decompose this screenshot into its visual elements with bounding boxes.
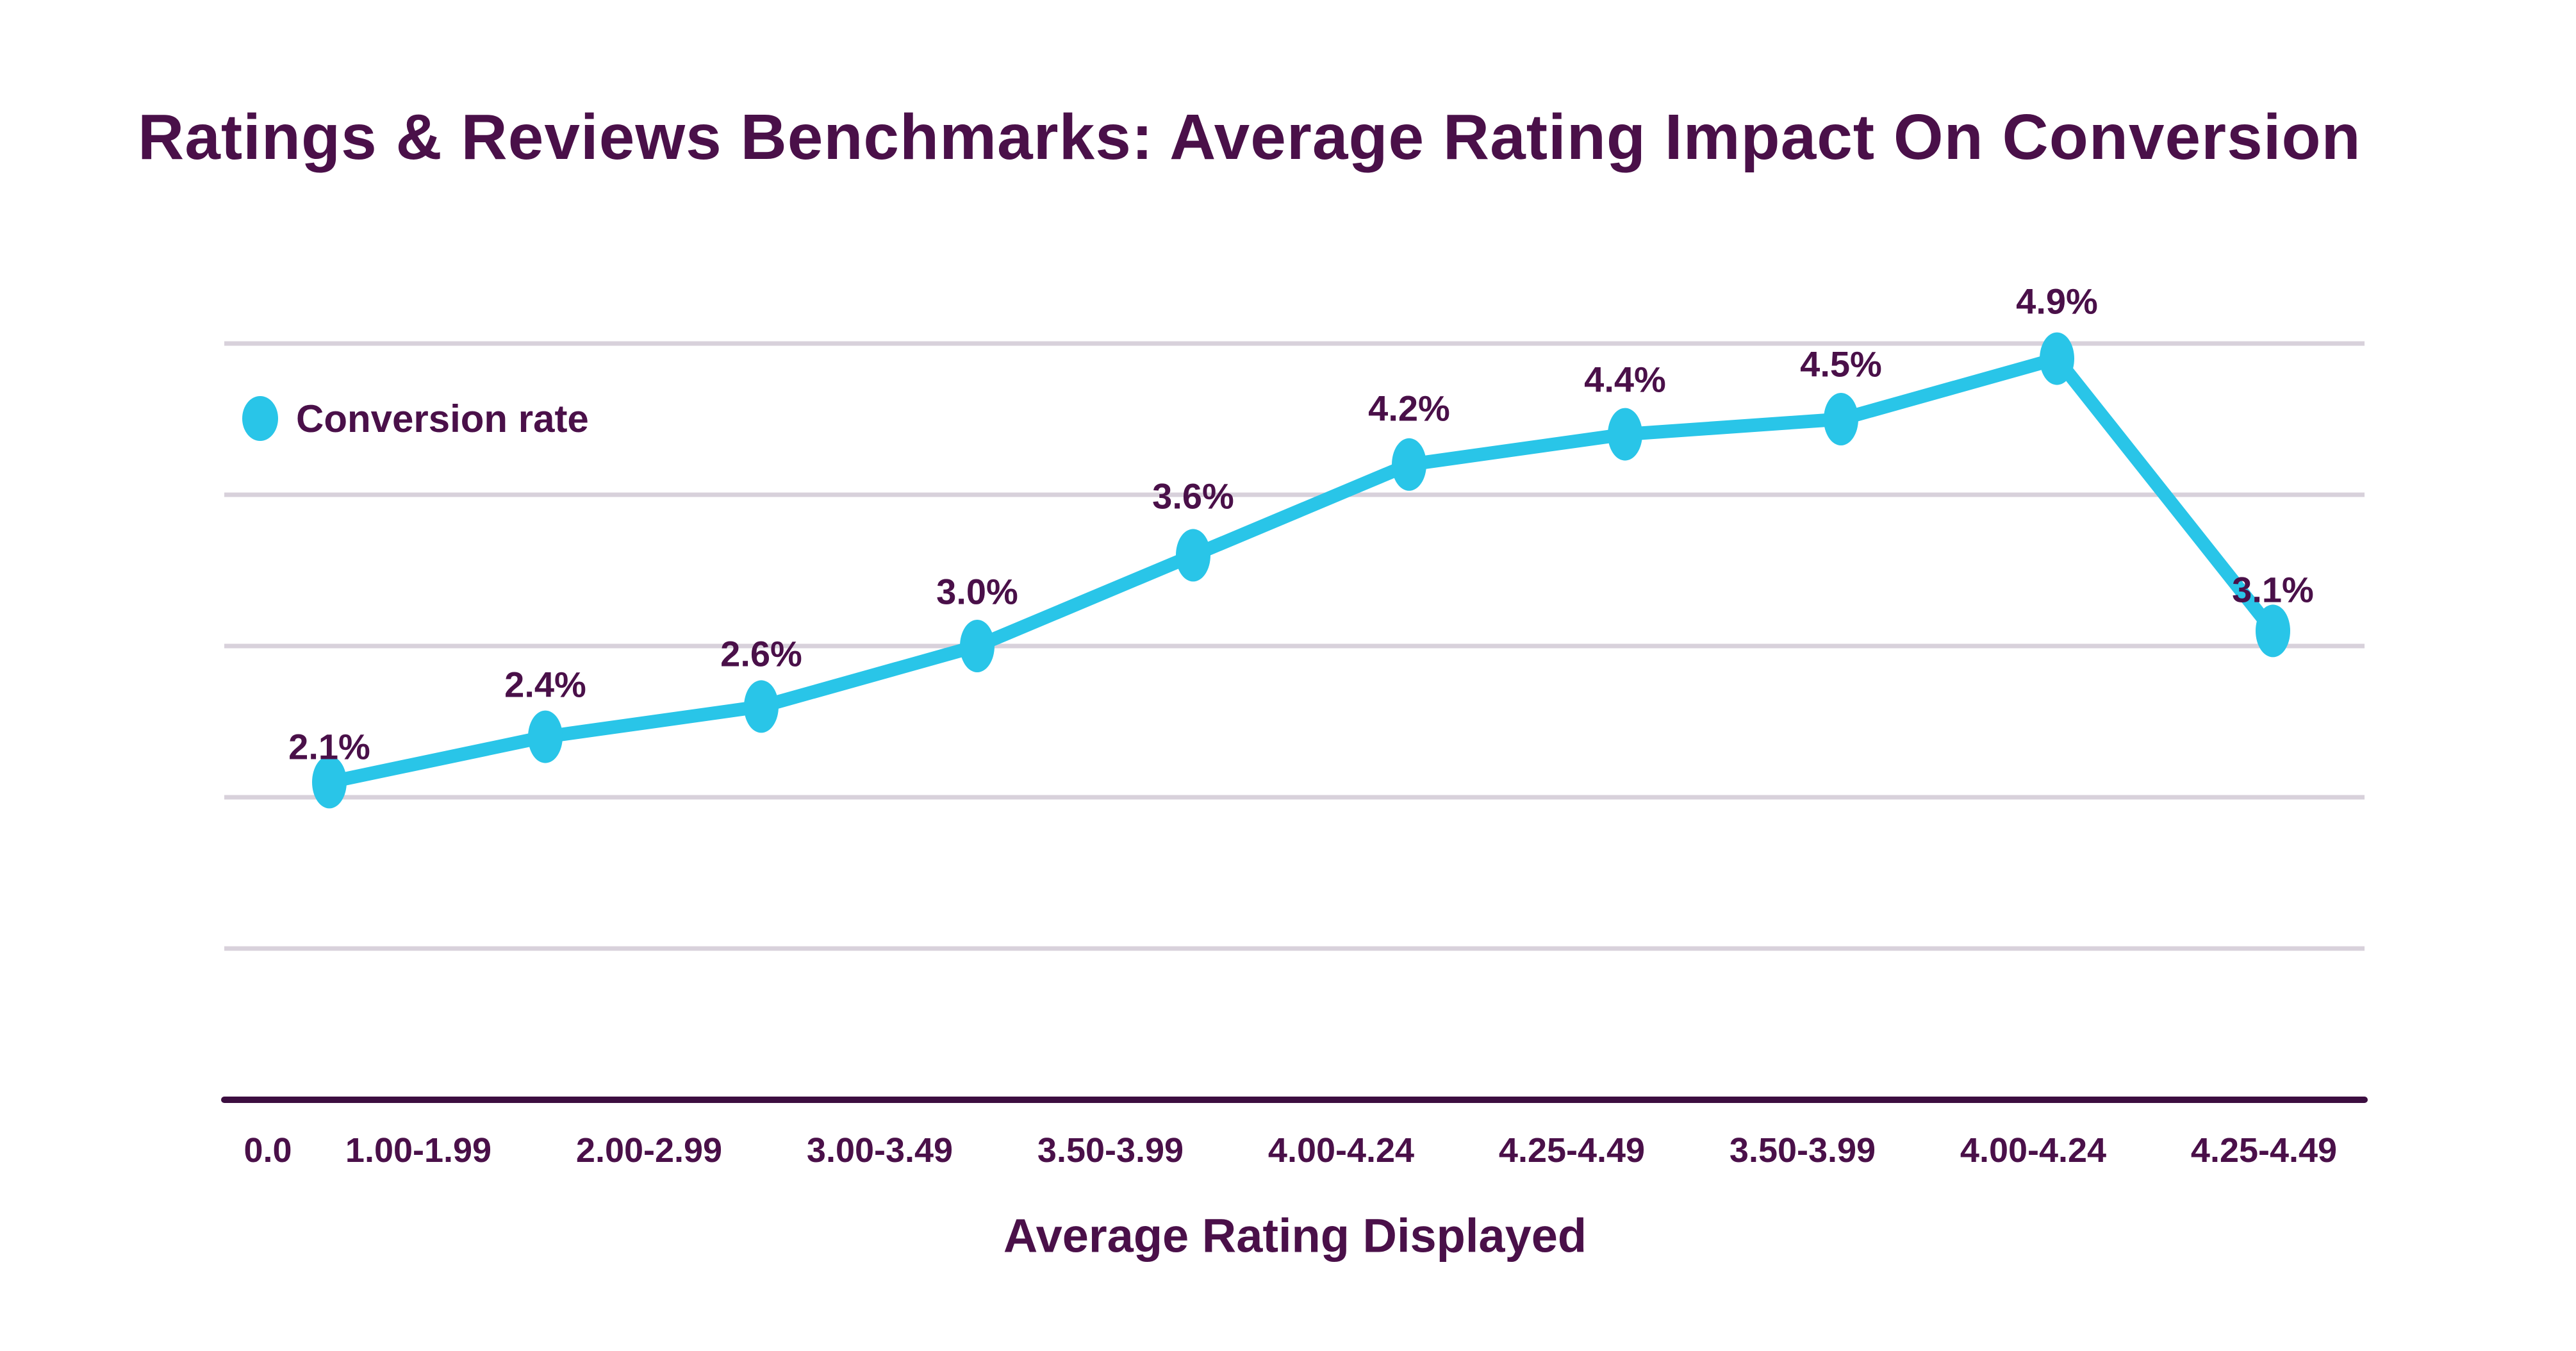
legend-label: Conversion rate	[296, 397, 589, 440]
x-tick-label: 2.00-2.99	[575, 1131, 723, 1170]
data-point-label: 4.4%	[1584, 359, 1666, 400]
x-tick-label: 4.25-4.49	[1498, 1131, 1646, 1170]
data-point	[2256, 604, 2290, 658]
data-point	[960, 620, 995, 672]
data-point	[1824, 393, 1858, 445]
series-line	[322, 352, 2280, 789]
legend: Conversion rate	[242, 396, 589, 441]
data-point	[312, 756, 347, 809]
x-tick-label: 3.50-3.99	[1729, 1131, 1876, 1170]
chart-title: Ratings & Reviews Benchmarks: Average Ra…	[138, 101, 2361, 173]
x-tick-label: 4.25-4.49	[2190, 1131, 2338, 1170]
data-point-label: 3.0%	[936, 571, 1018, 612]
x-tick-label: 0.0	[244, 1131, 292, 1170]
legend-marker-icon	[242, 396, 278, 441]
data-point-label: 4.2%	[1368, 388, 1450, 429]
data-point	[1392, 438, 1426, 491]
data-point-label: 3.1%	[2232, 569, 2314, 610]
data-point	[744, 680, 779, 733]
data-point-label: 4.5%	[1800, 344, 1882, 385]
x-tick-label: 3.50-3.99	[1037, 1131, 1184, 1170]
x-tick-label: 3.00-3.49	[806, 1131, 954, 1170]
x-axis-title: Average Rating Displayed	[1003, 1209, 1587, 1263]
data-point	[2040, 332, 2074, 385]
data-point-label: 4.9%	[2016, 281, 2098, 322]
data-point-label: 3.6%	[1152, 476, 1234, 517]
data-point	[528, 710, 563, 763]
data-point	[1176, 529, 1210, 582]
data-point-label: 2.6%	[720, 633, 802, 674]
x-tick-label: 1.00-1.99	[345, 1131, 492, 1170]
data-point	[1608, 408, 1642, 461]
x-tick-label: 4.00-4.24	[1267, 1131, 1415, 1170]
data-point-label: 2.1%	[288, 726, 370, 767]
x-tick-label: 4.00-4.24	[1960, 1131, 2107, 1170]
data-point-label: 2.4%	[504, 664, 586, 705]
